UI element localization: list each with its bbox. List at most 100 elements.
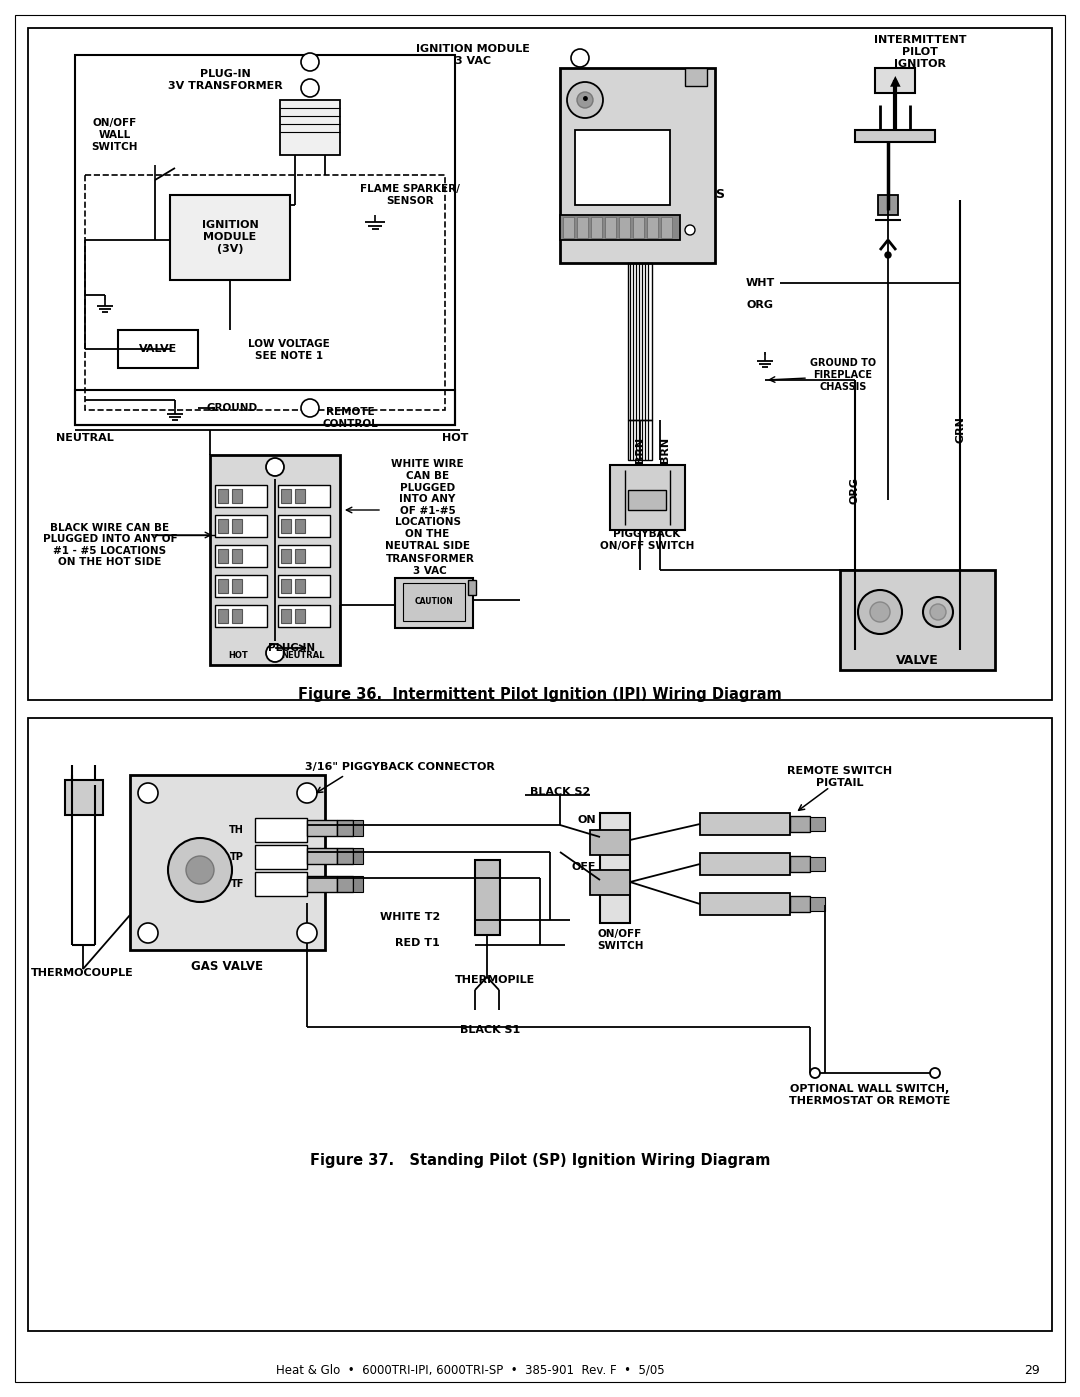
- Bar: [563, 217, 573, 237]
- Text: REMOTE SWITCH
PIGTAIL: REMOTE SWITCH PIGTAIL: [787, 766, 892, 788]
- Text: GAS VALVE: GAS VALVE: [191, 961, 264, 974]
- Bar: [75, 390, 455, 425]
- Bar: [218, 520, 228, 534]
- Bar: [255, 845, 307, 869]
- Text: LOW VOLTAGE
SEE NOTE 1: LOW VOLTAGE SEE NOTE 1: [248, 339, 330, 360]
- Bar: [215, 576, 267, 597]
- Text: PIGGYBACK
ON/OFF SWITCH: PIGGYBACK ON/OFF SWITCH: [599, 529, 694, 550]
- Text: HOT: HOT: [228, 651, 248, 659]
- Circle shape: [168, 838, 232, 902]
- Circle shape: [930, 604, 946, 620]
- Text: THERMOPILE: THERMOPILE: [455, 975, 535, 985]
- Text: BLACK WIRE CAN BE
PLUGGED INTO ANY OF
#1 - #5 LOCATIONS
ON THE HOT SIDE: BLACK WIRE CAN BE PLUGGED INTO ANY OF #1…: [43, 522, 177, 567]
- Bar: [255, 872, 307, 895]
- Bar: [700, 893, 789, 915]
- Text: ON/OFF
WALL
SWITCH: ON/OFF WALL SWITCH: [92, 119, 138, 152]
- Text: VALVE: VALVE: [139, 344, 177, 353]
- Text: NEUTRAL: NEUTRAL: [281, 651, 325, 659]
- Bar: [218, 489, 228, 503]
- Bar: [810, 897, 825, 911]
- Text: •: •: [581, 94, 590, 108]
- Circle shape: [571, 49, 589, 67]
- Circle shape: [266, 644, 284, 662]
- Bar: [789, 816, 810, 833]
- Bar: [295, 578, 305, 592]
- Bar: [878, 196, 897, 215]
- Text: OPTIONAL WALL SWITCH,
THERMOSTAT OR REMOTE: OPTIONAL WALL SWITCH, THERMOSTAT OR REMO…: [789, 1084, 950, 1106]
- Circle shape: [923, 597, 953, 627]
- Bar: [281, 549, 291, 563]
- Circle shape: [930, 1067, 940, 1078]
- Text: TRANSFORMER
3 VAC: TRANSFORMER 3 VAC: [386, 555, 474, 576]
- Bar: [700, 854, 789, 875]
- Text: BRN: BRN: [660, 437, 670, 462]
- Bar: [215, 515, 267, 536]
- Bar: [591, 217, 602, 237]
- Text: PLUG-IN
3V TRANSFORMER: PLUG-IN 3V TRANSFORMER: [167, 70, 282, 91]
- Bar: [278, 545, 330, 567]
- Bar: [210, 455, 340, 665]
- Bar: [218, 609, 228, 623]
- Circle shape: [577, 92, 593, 108]
- Bar: [875, 68, 915, 94]
- Text: HOT: HOT: [442, 433, 469, 443]
- Text: OFF: OFF: [571, 862, 596, 872]
- Text: BRN: BRN: [635, 437, 645, 462]
- Bar: [281, 578, 291, 592]
- Bar: [170, 196, 291, 279]
- Bar: [278, 605, 330, 627]
- Bar: [353, 876, 363, 893]
- Bar: [353, 820, 363, 835]
- Bar: [403, 583, 465, 622]
- Circle shape: [138, 923, 158, 943]
- Bar: [561, 68, 715, 263]
- Bar: [232, 578, 242, 592]
- Bar: [685, 68, 707, 87]
- Text: IGNITION
MODULE
(3V): IGNITION MODULE (3V): [202, 221, 258, 254]
- Bar: [810, 817, 825, 831]
- Bar: [255, 819, 307, 842]
- Text: FLAME SPARKER/
SENSOR: FLAME SPARKER/ SENSOR: [360, 184, 460, 205]
- Text: RED T1: RED T1: [395, 937, 440, 949]
- Bar: [855, 130, 935, 142]
- Text: THERMOCOUPLE: THERMOCOUPLE: [30, 968, 133, 978]
- Text: TF: TF: [231, 879, 244, 888]
- Bar: [468, 580, 476, 595]
- Bar: [118, 330, 198, 367]
- Bar: [215, 605, 267, 627]
- Bar: [307, 876, 337, 893]
- Text: ORG: ORG: [746, 300, 773, 310]
- Bar: [307, 820, 337, 835]
- Text: NEUTRAL: NEUTRAL: [56, 433, 113, 443]
- Bar: [475, 861, 500, 935]
- Text: GRN: GRN: [955, 416, 966, 443]
- Circle shape: [858, 590, 902, 634]
- Bar: [130, 775, 325, 950]
- Text: ON/OFF
SWITCH: ON/OFF SWITCH: [597, 929, 644, 951]
- Bar: [590, 830, 630, 855]
- Bar: [28, 718, 1052, 1331]
- Bar: [337, 820, 353, 835]
- Bar: [232, 520, 242, 534]
- Circle shape: [810, 1067, 820, 1078]
- Bar: [337, 848, 353, 863]
- Circle shape: [186, 856, 214, 884]
- Bar: [295, 609, 305, 623]
- Circle shape: [297, 782, 318, 803]
- Bar: [278, 485, 330, 507]
- Bar: [218, 578, 228, 592]
- Text: ON: ON: [578, 814, 596, 826]
- Bar: [232, 609, 242, 623]
- Text: ▲: ▲: [890, 73, 901, 87]
- Text: CAUTION: CAUTION: [415, 598, 454, 606]
- Bar: [215, 545, 267, 567]
- Text: BLACK S1: BLACK S1: [460, 1025, 521, 1035]
- Bar: [353, 848, 363, 863]
- Bar: [627, 420, 652, 460]
- Circle shape: [885, 251, 891, 258]
- Text: PLUG IN: PLUG IN: [268, 643, 315, 652]
- Circle shape: [685, 225, 696, 235]
- Circle shape: [870, 602, 890, 622]
- Bar: [590, 870, 630, 895]
- Bar: [337, 876, 353, 893]
